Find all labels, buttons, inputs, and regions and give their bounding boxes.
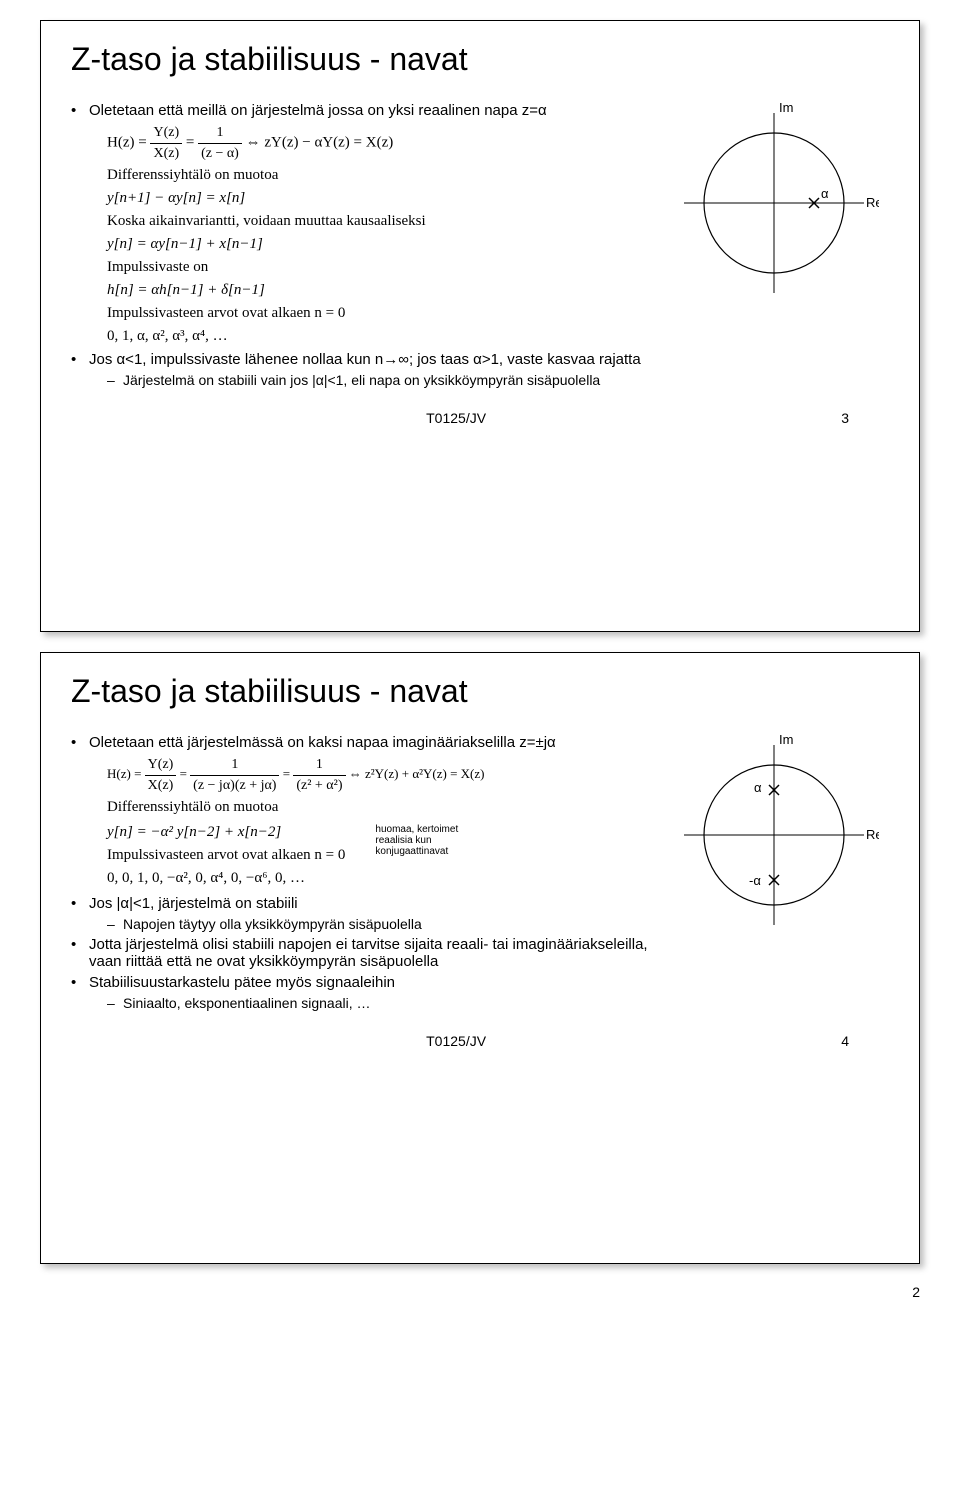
m: H(z) = — [107, 135, 150, 151]
footer-num: 3 — [841, 410, 849, 426]
alpha-label: α — [754, 780, 762, 795]
slide2-math-l4: Impulssivasteen arvot ovat alkaen n = 0 — [107, 845, 345, 866]
slide1-math-l5: y[n] = αy[n−1] + x[n−1] — [107, 234, 659, 255]
frac: 1 (z − α) — [198, 123, 242, 163]
slide2-math-row: y[n] = −α² y[n−2] + x[n−2] Impulssivaste… — [71, 820, 659, 891]
im-label: Im — [779, 732, 793, 747]
slide-1: Z-taso ja stabiilisuus - navat Oletetaan… — [40, 20, 920, 632]
slide2-bullet4: Stabiilisuustarkastelu pätee myös signaa… — [71, 974, 659, 991]
frac: 1 (z − jα)(z + jα) — [190, 755, 279, 795]
frac: Y(z) X(z) — [150, 123, 182, 163]
slide2-bullet3: Jotta järjestelmä olisi stabiili napojen… — [71, 936, 659, 970]
num: Y(z) — [145, 755, 177, 776]
footer-num: 4 — [841, 1033, 849, 1049]
page-number: 2 — [0, 1284, 920, 1300]
slide2-sub2: Siniaalto, eksponentiaalinen signaali, … — [107, 995, 659, 1011]
slide2-diagram: Im Re α -α — [669, 730, 889, 1013]
slide2-math-col: y[n] = −α² y[n−2] + x[n−2] Impulssivaste… — [71, 820, 345, 891]
im-label: Im — [779, 100, 793, 115]
slide-2: Z-taso ja stabiilisuus - navat Oletetaan… — [40, 652, 920, 1264]
slide1-math-l3: y[n+1] − αy[n] = x[n] — [107, 188, 659, 209]
slide1-math-l9: 0, 1, α, α², α³, α⁴, … — [107, 326, 659, 347]
m: = — [283, 766, 294, 781]
frac: 1 (z² + α²) — [293, 755, 345, 795]
alpha-label: α — [821, 186, 829, 201]
num: 1 — [190, 755, 279, 776]
slide2-math-l2: Differenssiyhtälö on muotoa — [107, 797, 659, 818]
slide1-title: Z-taso ja stabiilisuus - navat — [71, 41, 889, 78]
slide1-math-l8: Impulssivasteen arvot ovat alkaen n = 0 — [107, 303, 659, 324]
slide1-sub1: Järjestelmä on stabiili vain jos |α|<1, … — [107, 372, 659, 388]
slide2-note: huomaa, kertoimet reaalisia kun konjugaa… — [375, 824, 458, 857]
slide1-content: Oletetaan että meillä on järjestelmä jos… — [71, 98, 889, 390]
footer-text: T0125/JV — [426, 1033, 486, 1049]
den: X(z) — [145, 776, 177, 796]
slide1-diagram: Im Re α — [669, 98, 889, 390]
num: 1 — [293, 755, 345, 776]
num: Y(z) — [150, 123, 182, 144]
slide2-footer: T0125/JV 4 — [71, 1033, 889, 1049]
den: (z − jα)(z + jα) — [190, 776, 279, 796]
den: (z² + α²) — [293, 776, 345, 796]
slide2-title: Z-taso ja stabiilisuus - navat — [71, 673, 889, 710]
num: 1 — [198, 123, 242, 144]
m: H(z) = — [107, 766, 145, 781]
slide1-footer: T0125/JV 3 — [71, 410, 889, 426]
m: ⇔ z²Y(z) + α²Y(z) = X(z) — [349, 766, 485, 781]
note-line: konjugaattinavat — [375, 846, 458, 857]
slide2-math-l1: H(z) = Y(z) X(z) = 1 (z − jα)(z + jα) = … — [107, 755, 659, 795]
unit-circle-diagram-1: Im Re α — [669, 98, 879, 308]
note-line: reaalisia kun — [375, 835, 458, 846]
slide1-math-l7: h[n] = αh[n−1] + δ[n−1] — [107, 280, 659, 301]
unit-circle-diagram-2: Im Re α -α — [669, 730, 879, 940]
slide1-left: Oletetaan että meillä on järjestelmä jos… — [71, 98, 659, 390]
frac: Y(z) X(z) — [145, 755, 177, 795]
slide1-bullet2: Jos α<1, impulssivaste lähenee nollaa ku… — [71, 351, 659, 368]
re-label: Re — [866, 195, 879, 210]
slide2-content: Oletetaan että järjestelmässä on kaksi n… — [71, 730, 889, 1013]
slide1-math-l2: Differenssiyhtälö on muotoa — [107, 165, 659, 186]
m: = — [180, 766, 191, 781]
slide1-math-l6: Impulssivaste on — [107, 257, 659, 278]
slide1-math-l4: Koska aikainvariantti, voidaan muuttaa k… — [107, 211, 659, 232]
slide2-bullet1: Oletetaan että järjestelmässä on kaksi n… — [71, 734, 659, 751]
re-label: Re — [866, 827, 879, 842]
m: = — [186, 135, 198, 151]
slide1-math-l1: H(z) = Y(z) X(z) = 1 (z − α) ⇔ zY(z) − α… — [107, 123, 659, 163]
slide2-bullet2: Jos |α|<1, järjestelmä on stabiili — [71, 895, 659, 912]
note-line: huomaa, kertoimet — [375, 824, 458, 835]
m: ⇔ zY(z) − αY(z) = X(z) — [246, 135, 394, 151]
neg-alpha-label: -α — [749, 873, 761, 888]
slide2-sub1: Napojen täytyy olla yksikköympyrän sisäp… — [107, 916, 659, 932]
den: (z − α) — [198, 144, 242, 164]
footer-text: T0125/JV — [426, 410, 486, 426]
slide2-math-l5: 0, 0, 1, 0, −α², 0, α⁴, 0, −α⁶, 0, … — [107, 868, 345, 889]
slide2-left: Oletetaan että järjestelmässä on kaksi n… — [71, 730, 659, 1013]
den: X(z) — [150, 144, 182, 164]
slide1-bullet1: Oletetaan että meillä on järjestelmä jos… — [71, 102, 659, 119]
slide2-math-l3: y[n] = −α² y[n−2] + x[n−2] — [107, 822, 345, 843]
